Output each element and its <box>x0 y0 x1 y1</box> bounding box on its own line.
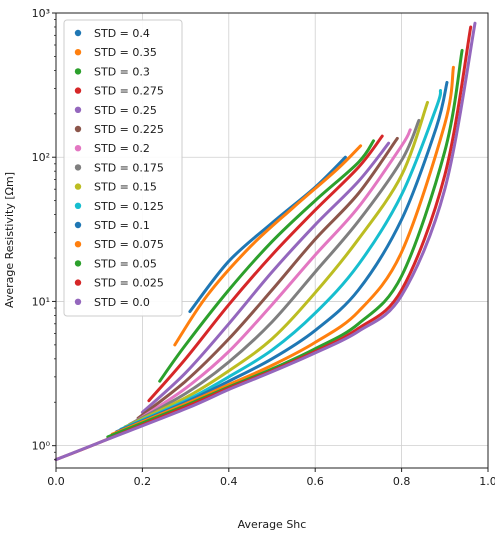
legend-label: STD = 0.025 <box>94 277 164 290</box>
x-tick-label: 0.4 <box>220 475 238 488</box>
legend-marker <box>74 125 82 133</box>
x-axis-label: Average Shc <box>238 518 307 531</box>
legend-marker <box>74 202 82 209</box>
legend-box <box>63 19 183 317</box>
series-line <box>54 21 477 462</box>
legend-label: STD = 0.2 <box>94 142 150 155</box>
legend-label: STD = 0.0 <box>94 296 150 309</box>
x-tick-label: 0.8 <box>393 475 411 488</box>
legend: STD = 0.4 STD = 0.35 STD = 0.3 STD = 0.275 S… <box>63 19 183 317</box>
series-line <box>158 139 375 383</box>
legend-label: STD = 0.225 <box>94 123 164 136</box>
legend-marker <box>74 241 82 248</box>
y-tick-label: 10³ <box>32 7 50 20</box>
y-tick-label: 10² <box>32 151 50 164</box>
legend-marker <box>74 106 82 114</box>
legend-marker <box>74 298 82 305</box>
legend-label: STD = 0.1 <box>94 219 150 232</box>
series-line <box>147 134 384 403</box>
legend-label: STD = 0.05 <box>94 257 157 270</box>
x-tick-label: 0.6 <box>306 475 324 488</box>
legend-marker <box>74 164 82 171</box>
ticks-layer: 0.0 0.2 0.4 0.6 0.8 1.0 10⁰ 10¹ 10² 10³ <box>32 7 495 488</box>
series-layer <box>54 21 477 462</box>
series-line <box>140 141 391 414</box>
series-line <box>188 155 347 314</box>
legend-marker <box>74 221 82 229</box>
y-axis-label: Average Resistivity [Ωm] <box>3 172 16 308</box>
legend-marker <box>74 49 82 56</box>
plot-frame <box>55 12 489 469</box>
series-line <box>123 100 429 429</box>
x-tick-label: 1.0 <box>479 475 495 488</box>
y-tick-label: 10⁰ <box>32 440 51 453</box>
legend-marker <box>74 183 82 190</box>
legend-label: STD = 0.075 <box>94 238 164 251</box>
legend-marker <box>74 260 82 267</box>
legend-marker <box>74 68 82 75</box>
legend-marker <box>74 279 82 286</box>
legend-marker <box>74 87 82 94</box>
legend-label: STD = 0.275 <box>94 85 164 98</box>
legend-label: STD = 0.15 <box>94 181 157 194</box>
legend-label: STD = 0.175 <box>94 161 164 174</box>
x-tick-label: 0.2 <box>134 475 152 488</box>
x-tick-label: 0.0 <box>47 475 65 488</box>
series-line <box>127 118 421 427</box>
legend-label: STD = 0.4 <box>94 27 150 40</box>
legend-label: STD = 0.35 <box>94 46 157 59</box>
legend-marker <box>74 145 82 152</box>
series-line <box>132 128 412 424</box>
series-line <box>110 65 455 436</box>
series-line <box>115 80 449 434</box>
series-line <box>173 144 363 347</box>
series-line <box>119 89 443 431</box>
legend-label: STD = 0.3 <box>94 65 150 78</box>
legend-label: STD = 0.125 <box>94 200 164 213</box>
legend-marker <box>74 29 82 37</box>
legend-label: STD = 0.25 <box>94 104 157 117</box>
y-tick-label: 10¹ <box>32 295 50 308</box>
series-line <box>136 136 399 420</box>
